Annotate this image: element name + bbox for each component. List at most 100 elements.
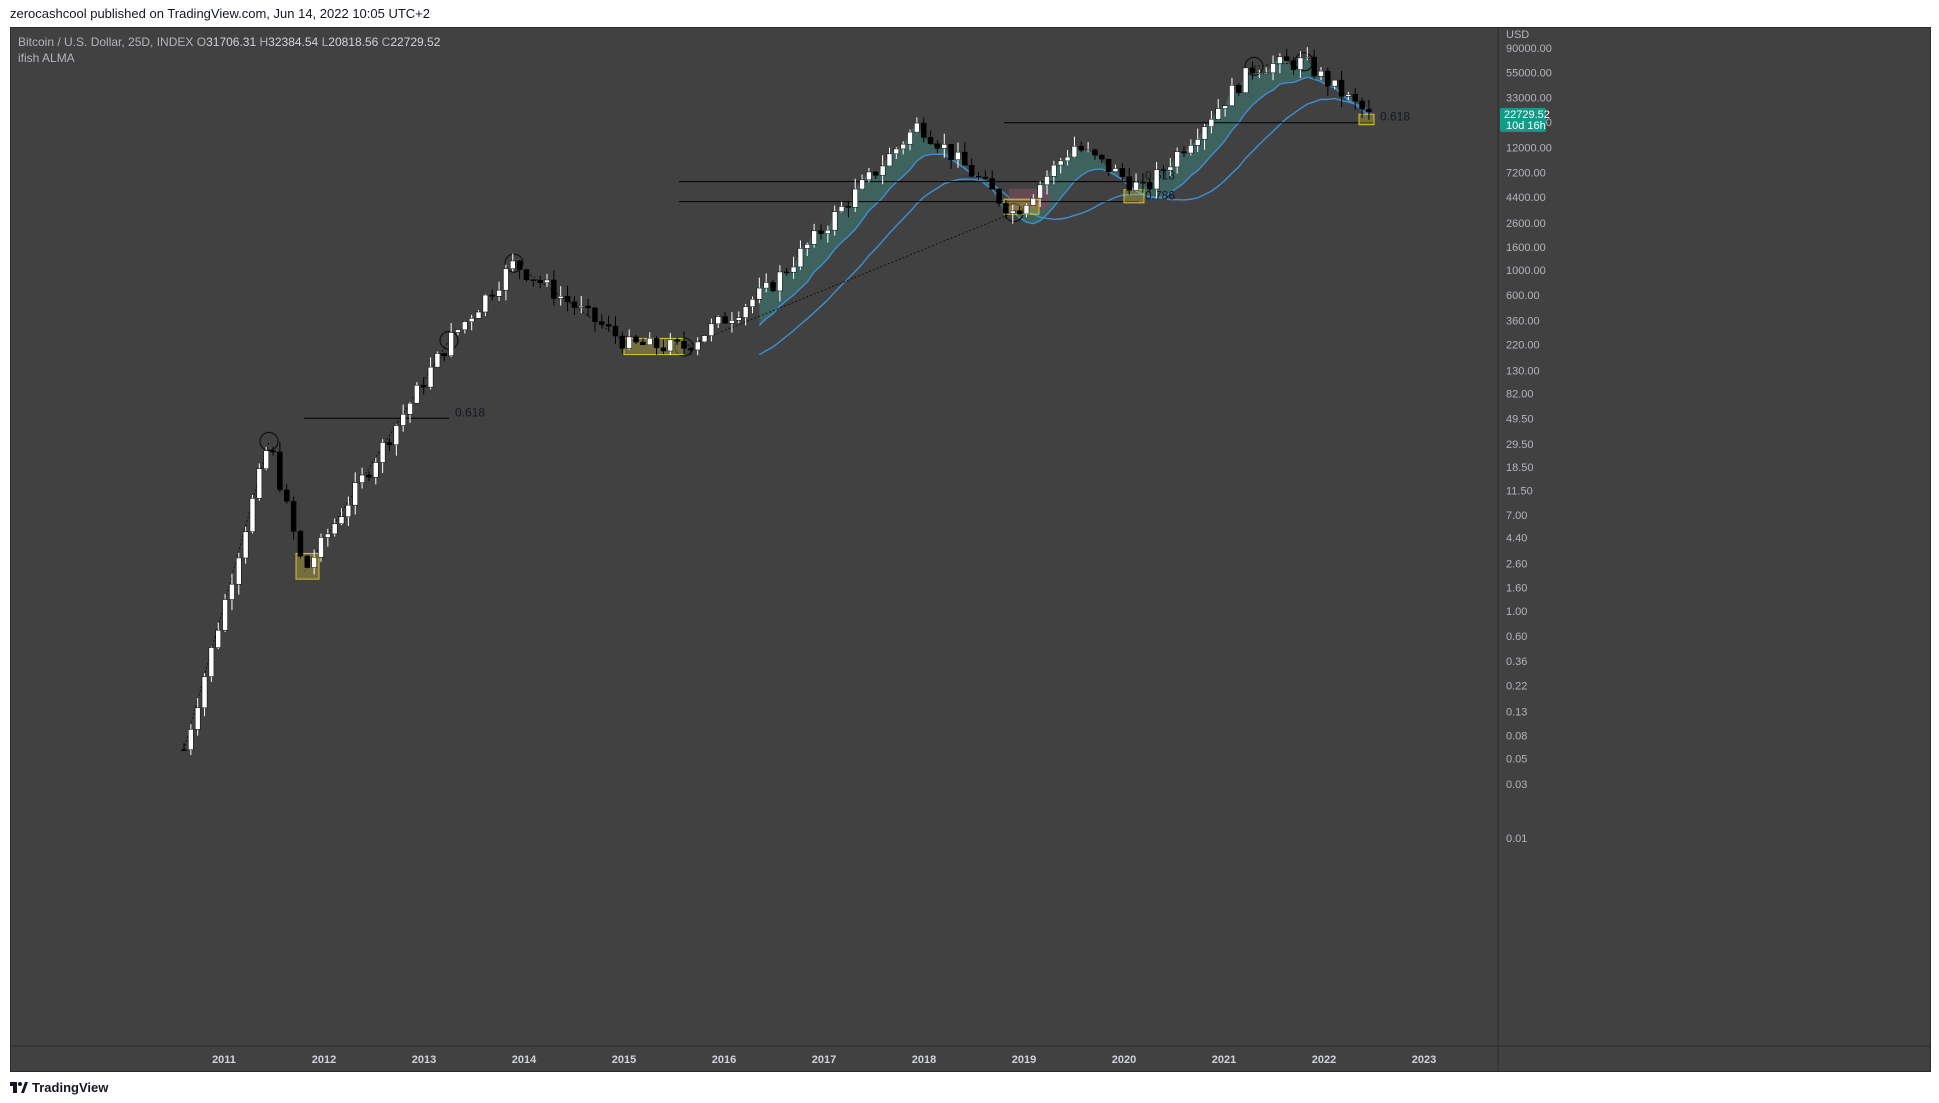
candle-body xyxy=(420,385,427,388)
publish-header: zerocashcool published on TradingView.co… xyxy=(10,6,430,21)
candle-body xyxy=(941,144,948,149)
candle-body xyxy=(1160,169,1167,172)
candle-body xyxy=(777,271,783,292)
pivot-circle xyxy=(259,431,279,451)
footer-brand[interactable]: TradingView xyxy=(10,1080,108,1095)
candle-body xyxy=(1283,56,1290,61)
candle-body xyxy=(975,176,982,178)
candle-body xyxy=(640,341,646,346)
x-tick-label: 2022 xyxy=(1312,1054,1336,1066)
candle-body xyxy=(599,321,605,325)
candle-body xyxy=(194,707,201,730)
trend-dotted-line xyxy=(513,262,630,346)
legend-c-value: 22729.52 xyxy=(390,35,441,49)
candle-body xyxy=(181,749,187,751)
candle-body xyxy=(660,347,667,352)
candle-body xyxy=(462,321,468,331)
candle-body xyxy=(1331,79,1338,87)
chart-svg[interactable]: USD90000.0055000.0033000.0020000.0012000… xyxy=(11,28,1930,1071)
candle-body xyxy=(838,206,845,212)
candle-body xyxy=(1290,60,1297,70)
candle-body xyxy=(1318,70,1324,77)
candle-body xyxy=(1229,85,1235,107)
candle-body xyxy=(1208,118,1215,128)
candle-body xyxy=(1119,168,1126,177)
candle-body xyxy=(701,335,708,343)
candle-body xyxy=(955,151,961,160)
candle-body xyxy=(510,260,516,270)
legend-l-value: 20818.56 xyxy=(328,35,379,49)
y-tick-label: 0.03 xyxy=(1506,779,1527,791)
candle-body xyxy=(1304,56,1311,59)
candle-body xyxy=(968,165,975,177)
candle-body xyxy=(537,280,543,283)
candle-body xyxy=(907,131,913,145)
x-tick-label: 2018 xyxy=(912,1054,936,1066)
y-tick-label: 11.50 xyxy=(1506,485,1533,497)
candle-body xyxy=(879,165,886,176)
candle-body xyxy=(215,629,221,648)
chart-legend: Bitcoin / U.S. Dollar, 25D, INDEX O31706… xyxy=(18,35,440,67)
candle-body xyxy=(1133,181,1139,191)
candle-body xyxy=(407,402,413,415)
candle-body xyxy=(564,296,571,303)
candle-body xyxy=(749,299,756,307)
candle-body xyxy=(530,279,537,281)
candle-body xyxy=(297,531,304,557)
candle-body xyxy=(1153,169,1160,190)
candle-body xyxy=(373,462,379,478)
candle-body xyxy=(1297,57,1304,70)
candle-body xyxy=(1194,139,1201,146)
candle-body xyxy=(345,504,352,517)
candle-body xyxy=(845,206,852,208)
y-tick-label: 49.50 xyxy=(1506,413,1534,425)
candle-body xyxy=(1023,204,1030,215)
legend-symbol[interactable]: Bitcoin / U.S. Dollar, 25D, INDEX xyxy=(18,35,194,49)
candle-body xyxy=(722,316,728,324)
alma-slow-line xyxy=(758,97,1370,356)
candle-body xyxy=(763,282,769,289)
y-tick-label: 2600.00 xyxy=(1506,218,1546,230)
y-tick-label: 0.08 xyxy=(1506,730,1527,742)
y-tick-label: 2.60 xyxy=(1506,559,1527,571)
candle-body xyxy=(1016,210,1023,215)
y-tick-label: 0.60 xyxy=(1506,631,1527,643)
y-tick-label: 0.22 xyxy=(1506,681,1527,693)
candle-body xyxy=(756,287,763,300)
candle-body xyxy=(352,482,358,506)
candle-body xyxy=(475,311,482,319)
candle-body xyxy=(448,332,454,357)
y-tick-label: 55000.00 xyxy=(1506,67,1552,79)
candle-body xyxy=(694,341,701,351)
candle-body xyxy=(1105,158,1112,172)
candle-body xyxy=(1078,146,1085,151)
legend-c-label: C xyxy=(381,35,391,49)
y-tick-label: 1000.00 xyxy=(1506,265,1546,277)
candle-body xyxy=(441,353,448,357)
candle-body xyxy=(366,474,372,478)
candle-body xyxy=(742,306,749,318)
y-tick-label: 360.00 xyxy=(1506,315,1540,327)
candle-body xyxy=(873,171,879,176)
candle-body xyxy=(797,248,804,268)
x-tick-label: 2015 xyxy=(612,1054,636,1066)
chart-frame[interactable]: USD90000.0055000.0033000.0020000.0012000… xyxy=(10,27,1931,1072)
candle-body xyxy=(982,176,989,179)
y-tick-label: 18.50 xyxy=(1506,462,1534,474)
candle-body xyxy=(236,557,242,585)
legend-indicator[interactable]: ifish ALMA xyxy=(18,51,75,65)
candle-body xyxy=(242,531,249,559)
candle-body xyxy=(585,305,591,309)
candle-body xyxy=(1030,197,1037,206)
y-tick-label: 29.50 xyxy=(1506,439,1534,451)
y-tick-label: 0.13 xyxy=(1506,706,1527,718)
candle-body xyxy=(188,729,194,751)
candle-body xyxy=(270,450,276,453)
trend-dotted-line xyxy=(183,441,270,750)
candle-body xyxy=(318,537,324,558)
x-tick-label: 2016 xyxy=(712,1054,736,1066)
candle-body xyxy=(1010,210,1016,214)
candle-body xyxy=(708,323,715,336)
candle-body xyxy=(989,178,995,190)
y-tick-label: 7200.00 xyxy=(1506,168,1546,180)
